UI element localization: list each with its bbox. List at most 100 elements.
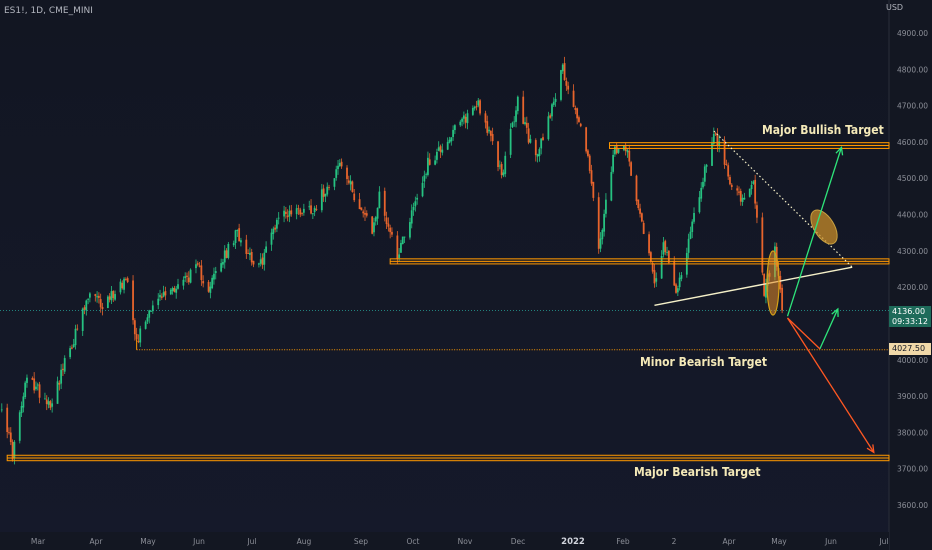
candle-body bbox=[290, 210, 293, 215]
candle-body bbox=[691, 221, 694, 232]
x-tick-label: Dec bbox=[511, 537, 526, 546]
candle-body bbox=[489, 130, 492, 136]
candle-body bbox=[536, 154, 539, 157]
candle-body bbox=[288, 210, 291, 217]
candle-body bbox=[83, 307, 86, 310]
candle-body bbox=[678, 277, 681, 288]
y-tick-label: 4200.00 bbox=[897, 283, 928, 292]
candle-body bbox=[617, 149, 620, 153]
candle-body bbox=[123, 278, 125, 290]
candle-body bbox=[186, 275, 188, 277]
candle-body bbox=[524, 122, 526, 125]
candle-body bbox=[718, 141, 721, 147]
y-tick-label: 4800.00 bbox=[897, 65, 928, 74]
y-tick-label: 4700.00 bbox=[897, 102, 928, 111]
candle-body bbox=[47, 401, 50, 405]
candle-body bbox=[416, 197, 419, 200]
candle-body bbox=[702, 181, 704, 188]
candle-body bbox=[76, 328, 79, 330]
candle-body bbox=[340, 161, 343, 167]
x-tick-label: 2022 bbox=[561, 537, 585, 547]
candle-body bbox=[626, 150, 629, 153]
candle-body bbox=[13, 441, 16, 458]
candle-body bbox=[754, 179, 757, 204]
candle-body bbox=[286, 215, 289, 218]
candle-body bbox=[628, 150, 631, 162]
level-price-tag: 4027.50 bbox=[889, 343, 931, 355]
candle-body bbox=[81, 308, 84, 331]
x-tick-label: Jul bbox=[878, 537, 888, 546]
candle-body bbox=[522, 96, 525, 124]
y-tick-label: 4000.00 bbox=[897, 356, 928, 365]
projection-arrow-up bbox=[819, 308, 839, 350]
candle-body bbox=[249, 252, 251, 255]
currency-label: USD bbox=[886, 3, 904, 12]
candle-body bbox=[756, 205, 758, 218]
candle-body bbox=[500, 163, 503, 175]
projection-arrow-down-head bbox=[866, 444, 875, 454]
candle-body bbox=[446, 141, 449, 150]
candle-body bbox=[383, 190, 386, 216]
candle-body bbox=[275, 219, 278, 229]
candle-body bbox=[51, 403, 54, 407]
candle-body bbox=[24, 382, 27, 398]
candle-body bbox=[238, 228, 241, 242]
candle-body bbox=[761, 217, 764, 273]
y-tick-label: 4600.00 bbox=[897, 138, 928, 147]
candle-body bbox=[135, 333, 138, 340]
candle-body bbox=[322, 188, 325, 197]
candle-body bbox=[511, 122, 514, 128]
candle-body bbox=[423, 175, 426, 182]
major-bearish-target-label: Major Bearish Target bbox=[634, 465, 761, 479]
candle-body bbox=[551, 104, 553, 117]
candle-body bbox=[588, 155, 591, 171]
candle-body bbox=[106, 296, 109, 309]
candle-body bbox=[387, 223, 390, 227]
candle-body bbox=[169, 289, 172, 295]
candle-body bbox=[236, 229, 239, 232]
candle-body bbox=[475, 106, 478, 108]
x-tick-label: Jul bbox=[246, 537, 256, 546]
candle-body bbox=[491, 134, 494, 142]
candle-body bbox=[554, 98, 557, 102]
candle-body bbox=[403, 236, 406, 238]
x-tick-label: Sep bbox=[354, 537, 368, 546]
candle-body bbox=[676, 288, 679, 293]
x-tick-label: Mar bbox=[31, 537, 46, 546]
candle-body bbox=[466, 113, 469, 124]
candle-body bbox=[358, 199, 361, 210]
candle-body bbox=[400, 242, 402, 253]
candle-body bbox=[346, 167, 348, 180]
candle-body bbox=[283, 210, 285, 217]
candle-body bbox=[441, 149, 444, 153]
candle-body bbox=[452, 129, 454, 138]
candle-body bbox=[750, 184, 753, 190]
candle-body bbox=[576, 108, 579, 119]
candle-body bbox=[171, 288, 174, 291]
y-tick-label: 3700.00 bbox=[897, 465, 928, 474]
candle-body bbox=[148, 310, 151, 318]
candle-body bbox=[498, 165, 501, 167]
candle-body bbox=[540, 138, 543, 149]
candle-body bbox=[590, 170, 593, 184]
candle-body bbox=[195, 264, 197, 269]
candle-body bbox=[637, 199, 640, 209]
trendline-solid bbox=[654, 266, 853, 306]
candle-body bbox=[88, 293, 91, 298]
candle-body bbox=[434, 160, 437, 165]
candle-body bbox=[401, 236, 404, 245]
candle-body bbox=[538, 149, 541, 157]
candle-body bbox=[97, 295, 100, 298]
candle-body bbox=[328, 187, 330, 188]
candle-body bbox=[96, 296, 98, 298]
candle-body bbox=[655, 278, 658, 282]
candle-body bbox=[258, 263, 260, 265]
candle-body bbox=[26, 377, 28, 383]
candle-body bbox=[353, 193, 356, 201]
candle-body bbox=[459, 121, 462, 126]
candle-body bbox=[464, 116, 467, 123]
candle-body bbox=[515, 110, 517, 122]
major-bullish-target-label: Major Bullish Target bbox=[762, 123, 884, 137]
candle-body bbox=[578, 117, 580, 122]
